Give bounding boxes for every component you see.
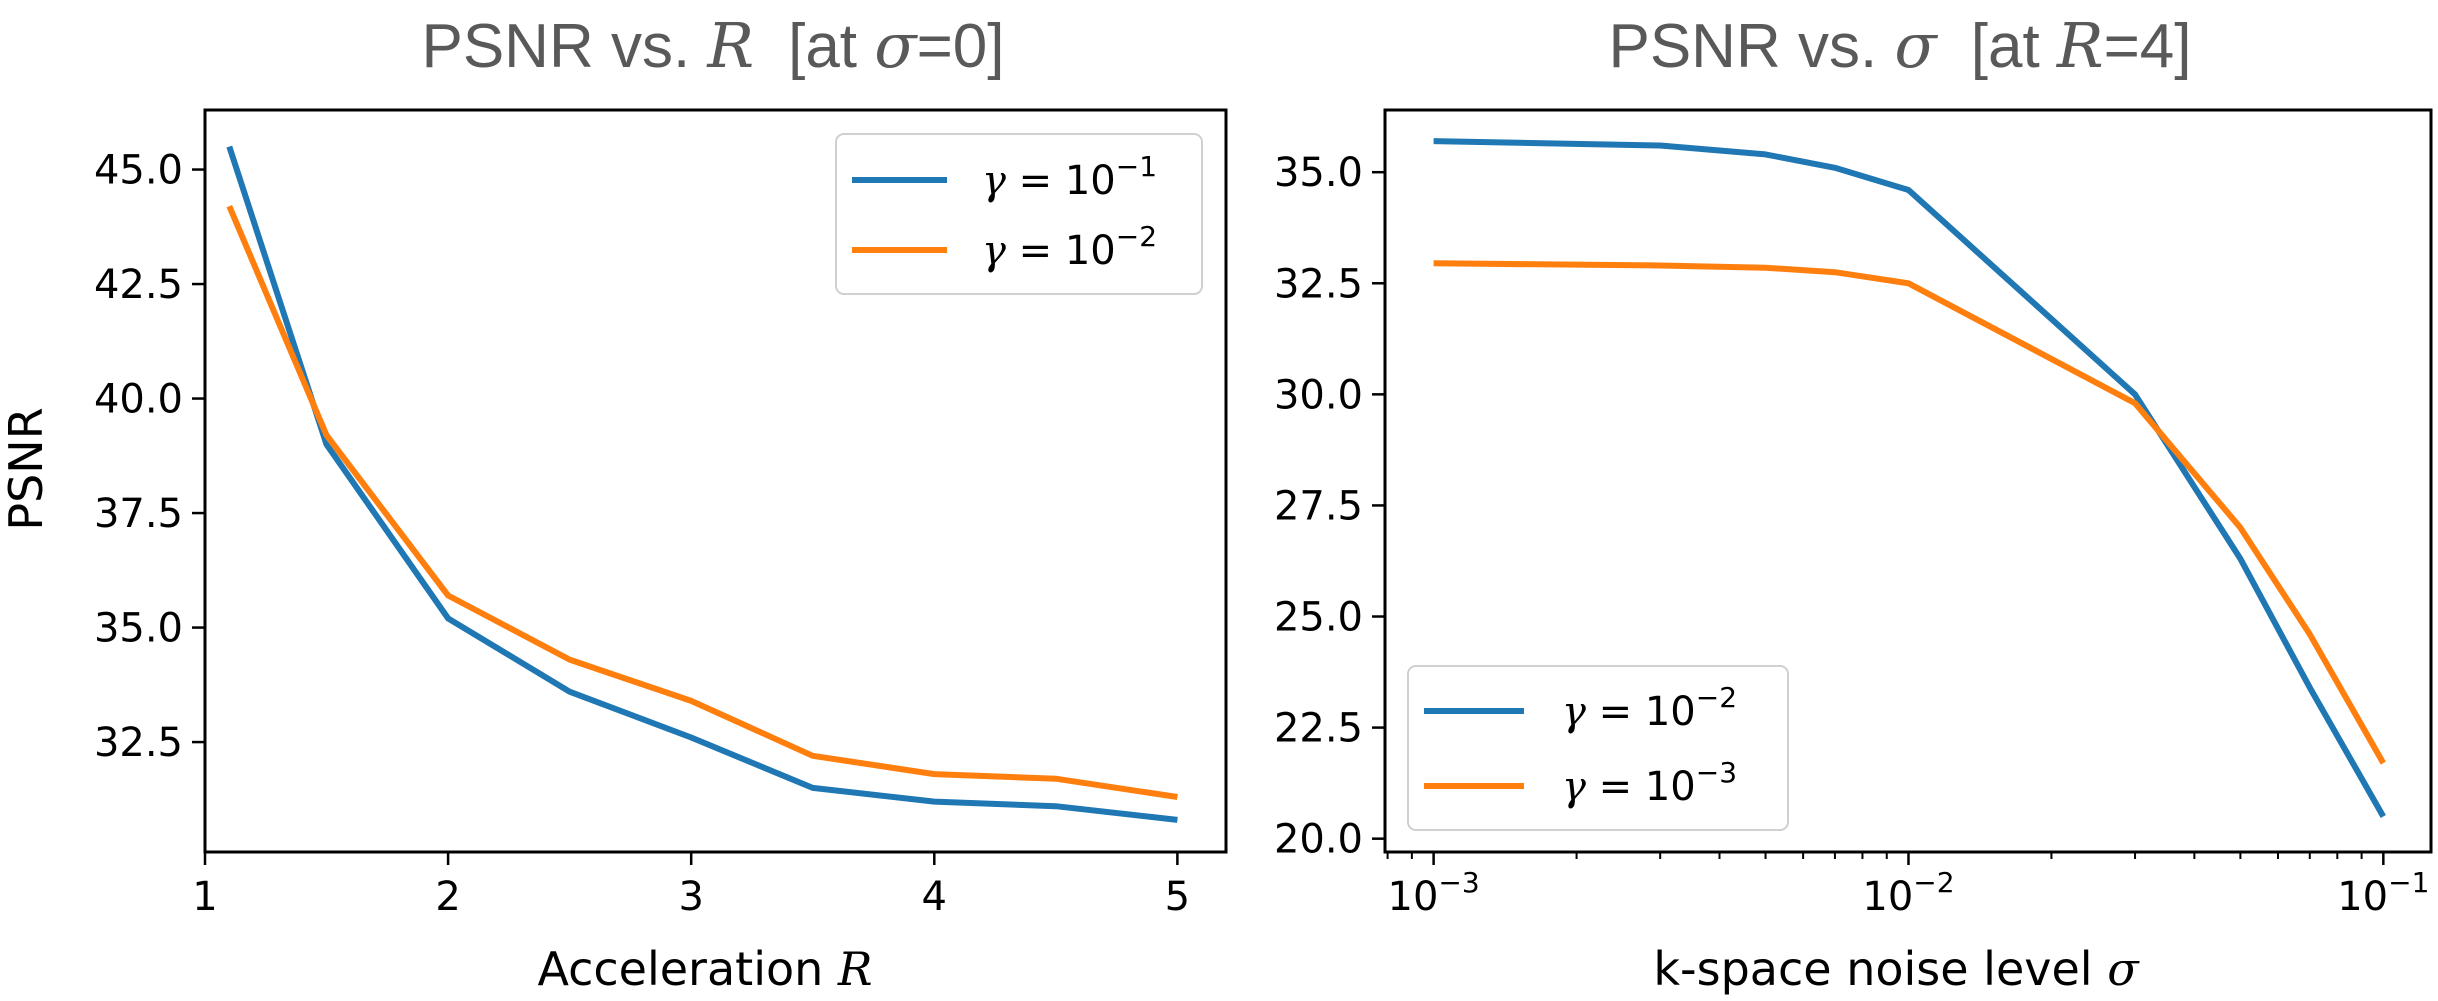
chart-right-legend-label-0: γ = 10−2: [1562, 681, 1737, 735]
chart-right-xtick-label: 10−3: [1388, 866, 1480, 920]
chart-left-xtick-label: 4: [922, 874, 947, 920]
chart-right-xlabel: k-space noise level σ: [1653, 942, 2140, 996]
chart-left-ytick-label: 40.0: [94, 377, 183, 423]
chart-right-ytick-label: 27.5: [1274, 483, 1363, 529]
chart-left-legend: γ = 10−1 γ = 10−2: [835, 133, 1203, 295]
chart-left-xtick-label: 1: [192, 874, 217, 920]
chart-right-frame: [1383, 108, 2433, 854]
chart-left-xtick-label: 2: [435, 874, 460, 920]
chart-left-ticks: 32.5 35.0 37.5 40.0 42.5 45.0 1 2 3 4 5: [94, 148, 1190, 920]
chart-left-xtick-label: 3: [678, 874, 703, 920]
chart-left-legend-box: [835, 133, 1203, 295]
chart-right-legend: γ = 10−2 γ = 10−3: [1407, 665, 1789, 831]
chart-left-ytick-label: 37.5: [94, 491, 183, 537]
chart-right-xtick-label: 10−2: [1862, 866, 1954, 920]
chart-left-legend-label-1: γ = 10−2: [982, 220, 1157, 274]
chart-left-xlabel: Acceleration R: [537, 942, 872, 996]
chart-left-ytick-label: 35.0: [94, 606, 183, 652]
chart-left: PSNR vs. R [at σ=0] PSNR Acceleration R 3…: [0, 9, 1228, 996]
chart-left-ytick-label: 45.0: [94, 148, 183, 194]
chart-right-xtick-label: 10−1: [2337, 866, 2429, 920]
chart-right: PSNR vs. σ [at R=4] k-space noise level σ…: [1274, 9, 2433, 996]
chart-left-xtick-label: 5: [1165, 874, 1190, 920]
chart-left-ytick-label: 42.5: [94, 262, 183, 308]
chart-right-ytick-label: 35.0: [1274, 150, 1363, 196]
chart-left-series-gamma-1e-2: [226, 205, 1178, 800]
chart-right-ytick-label: 22.5: [1274, 706, 1363, 752]
chart-right-ytick-label: 25.0: [1274, 595, 1363, 641]
chart-right-ytick-label: 20.0: [1274, 817, 1363, 863]
chart-left-title: PSNR vs. R [at σ=0]: [421, 9, 1004, 82]
chart-left-ytick-label: 32.5: [94, 720, 183, 766]
chart-right-title: PSNR vs. σ [at R=4]: [1608, 9, 2191, 82]
chart-right-series-gamma-1e-3: [1433, 260, 2386, 765]
chart-right-ticks: 20.0 22.5 25.0 27.5 30.0 32.5 35.0 10−3 10−2 10−1: [1274, 150, 2429, 920]
chart-left-series-gamma-1e-1: [226, 145, 1178, 823]
chart-right-series-gamma-1e-2: [1433, 138, 2386, 818]
chart-right-ytick-label: 32.5: [1274, 261, 1363, 307]
chart-left-ylabel: PSNR: [0, 407, 53, 530]
chart-right-ytick-label: 30.0: [1274, 372, 1363, 418]
chart-left-frame: [203, 108, 1228, 854]
chart-right-legend-label-1: γ = 10−3: [1562, 756, 1737, 810]
chart-left-legend-label-0: γ = 10−1: [982, 150, 1157, 204]
